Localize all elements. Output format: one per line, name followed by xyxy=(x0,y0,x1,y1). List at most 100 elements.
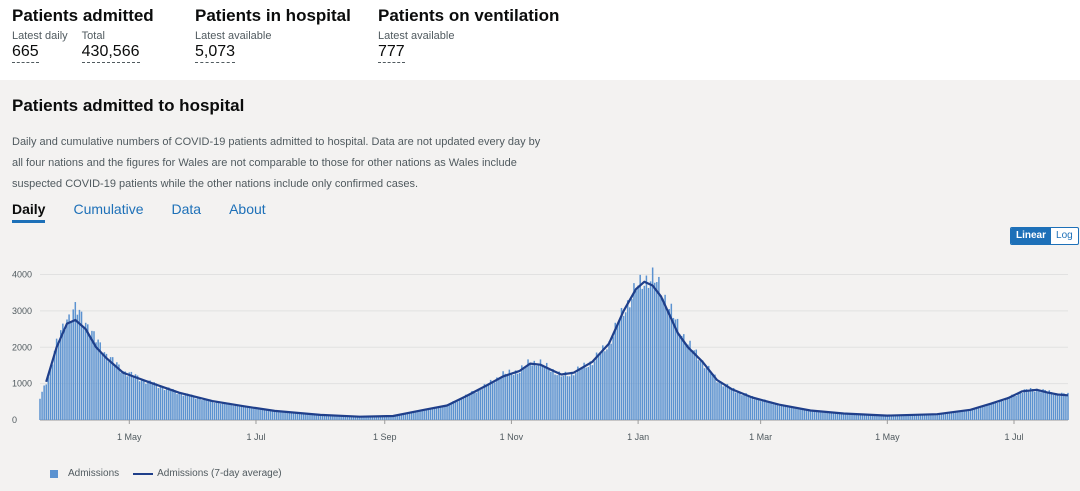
admissions-bar xyxy=(643,285,646,420)
admissions-bar xyxy=(309,413,311,420)
admissions-bar xyxy=(950,411,953,420)
admissions-bar xyxy=(259,408,261,420)
admissions-bar xyxy=(793,407,795,420)
admissions-bar xyxy=(149,380,151,420)
admissions-bar xyxy=(863,414,866,420)
admissions-bar xyxy=(398,414,401,420)
admissions-bar xyxy=(377,416,380,420)
admissions-bar xyxy=(151,384,153,420)
admissions-bar xyxy=(456,401,459,420)
admissions-bar xyxy=(338,415,340,420)
ventilation-latest-value[interactable]: 777 xyxy=(378,42,405,63)
admissions-bar xyxy=(1065,395,1067,420)
admissions-bar xyxy=(749,396,752,420)
admissions-bar xyxy=(228,402,230,420)
tab-daily[interactable]: Daily xyxy=(12,201,46,223)
admissions-bar xyxy=(523,367,525,420)
linear-scale-button[interactable]: Linear xyxy=(1011,228,1052,244)
admissions-bar xyxy=(244,406,247,420)
admissions-bar xyxy=(730,388,733,420)
admissions-bar xyxy=(413,412,415,420)
admissions-bar xyxy=(842,413,845,420)
admissions-bar xyxy=(481,389,484,420)
admissions-bar xyxy=(294,413,297,420)
admissions-bar xyxy=(836,412,839,420)
admissions-bar xyxy=(344,416,347,420)
admissions-bar xyxy=(886,415,889,420)
admissions-bar xyxy=(43,385,45,420)
admissions-bar xyxy=(899,415,901,420)
admissions-bar xyxy=(689,340,691,420)
admissions-bar xyxy=(406,413,409,420)
admissions-bar xyxy=(464,394,467,420)
patients-admitted-metric: Patients admitted Latest daily 665 Total… xyxy=(12,7,154,63)
tab-cumulative[interactable]: Cumulative xyxy=(73,201,144,217)
latest-daily-block: Latest daily 665 xyxy=(12,30,68,63)
admissions-bar xyxy=(938,413,940,420)
admissions-bar xyxy=(1023,389,1026,420)
admissions-bar xyxy=(805,409,808,420)
admissions-bar xyxy=(477,388,479,420)
admissions-bar xyxy=(699,361,702,420)
admissions-bar xyxy=(988,403,990,420)
admissions-bar xyxy=(531,365,533,420)
total-value[interactable]: 430,566 xyxy=(81,42,140,63)
admissions-bar xyxy=(834,413,837,420)
admissions-bar xyxy=(984,406,986,420)
y-tick-label: 4000 xyxy=(12,270,32,280)
admissions-bar xyxy=(620,307,623,420)
admissions-bar xyxy=(813,410,816,420)
admissions-bar xyxy=(76,314,79,420)
admissions-bar xyxy=(55,338,58,420)
admissions-bar xyxy=(986,404,988,420)
admissions-bar xyxy=(392,415,394,420)
admissions-bar xyxy=(408,412,411,420)
admissions-bar xyxy=(182,395,185,420)
admissions-bar xyxy=(303,413,305,420)
admissions-bar xyxy=(224,402,226,420)
tab-about[interactable]: About xyxy=(229,201,266,217)
admissions-bar xyxy=(1042,389,1044,420)
log-scale-button[interactable]: Log xyxy=(1056,230,1073,241)
admissions-bar xyxy=(566,376,569,420)
admissions-bar xyxy=(726,384,729,420)
admissions-bar xyxy=(847,414,849,420)
admissions-bar xyxy=(695,349,698,420)
admissions-bar xyxy=(402,413,405,420)
admissions-bar xyxy=(845,413,847,420)
admissions-bar xyxy=(712,373,714,420)
tab-data[interactable]: Data xyxy=(171,201,202,217)
hospital-latest-value[interactable]: 5,073 xyxy=(195,42,236,63)
admissions-bar xyxy=(693,350,695,420)
admissions-bar xyxy=(589,361,592,420)
admissions-bar xyxy=(807,409,810,420)
admissions-bar xyxy=(458,398,461,420)
admissions-bar xyxy=(280,411,282,420)
admissions-bar xyxy=(996,402,999,420)
admissions-bar xyxy=(921,415,924,420)
admissions-bar xyxy=(87,324,89,420)
admissions-bar xyxy=(977,408,980,420)
admissions-bar xyxy=(1029,387,1032,420)
admissions-bar xyxy=(155,383,158,420)
average-legend-label: Admissions (7-day average) xyxy=(157,468,282,479)
admissions-bar xyxy=(109,357,112,420)
admissions-bar xyxy=(386,416,388,420)
admissions-bar xyxy=(205,398,207,420)
latest-daily-value[interactable]: 665 xyxy=(12,42,39,63)
admissions-bar xyxy=(971,409,974,420)
admissions-bar xyxy=(201,400,203,420)
admissions-bar xyxy=(311,414,313,420)
admissions-bar xyxy=(751,396,754,420)
admissions-bar xyxy=(68,314,70,420)
admissions-bar xyxy=(157,388,160,420)
admissions-bar xyxy=(415,410,417,420)
admissions-bar xyxy=(265,408,268,420)
admissions-bar xyxy=(41,391,43,420)
admissions-bar xyxy=(400,414,403,420)
admissions-bar xyxy=(911,414,913,420)
admissions-bar xyxy=(1061,392,1063,420)
admissions-bar xyxy=(861,414,864,420)
patients-in-hospital-title: Patients in hospital xyxy=(195,6,351,25)
admissions-bar xyxy=(323,415,326,420)
